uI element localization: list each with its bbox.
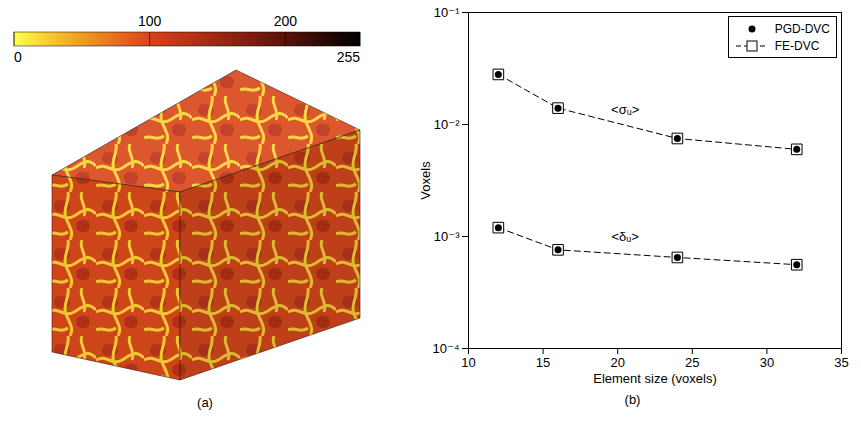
svg-text:10⁻⁴: 10⁻⁴	[433, 341, 460, 356]
svg-text:10: 10	[461, 355, 475, 370]
svg-text:<δᵤ>: <δᵤ>	[611, 229, 638, 244]
svg-text:100: 100	[138, 13, 162, 29]
html-text:FE-DVC: FE-DVC	[774, 38, 820, 53]
html-text:(b): (b)	[624, 392, 641, 407]
svg-text:10⁻³: 10⁻³	[434, 229, 460, 244]
svg-text:30: 30	[760, 355, 774, 370]
svg-text:0: 0	[14, 49, 22, 65]
svg-text:15: 15	[536, 355, 550, 370]
svg-text:255: 255	[337, 49, 361, 65]
svg-text:25: 25	[685, 355, 699, 370]
svg-text:10⁻¹: 10⁻¹	[434, 5, 460, 20]
html-text:PGD-DVC: PGD-DVC	[774, 21, 830, 36]
svg-text:Voxels: Voxels	[418, 161, 433, 200]
svg-text:<σᵤ>: <σᵤ>	[611, 102, 639, 117]
svg-text:200: 200	[274, 13, 298, 29]
svg-text:Element size (voxels): Element size (voxels)	[593, 371, 717, 386]
svg-text:35: 35	[834, 355, 848, 370]
svg-text:20: 20	[610, 355, 624, 370]
html-text:(a): (a)	[197, 395, 213, 410]
svg-text:10⁻²: 10⁻²	[434, 117, 460, 132]
